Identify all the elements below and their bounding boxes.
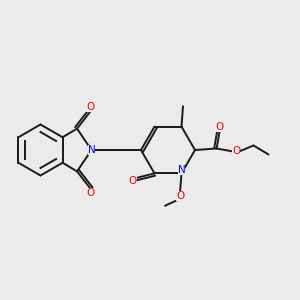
Text: O: O bbox=[86, 188, 95, 198]
Text: N: N bbox=[88, 145, 95, 155]
Text: N: N bbox=[178, 165, 185, 175]
Text: O: O bbox=[215, 122, 224, 132]
Text: O: O bbox=[232, 146, 240, 156]
Text: O: O bbox=[176, 191, 184, 201]
Text: O: O bbox=[129, 176, 137, 186]
Text: O: O bbox=[86, 102, 95, 112]
